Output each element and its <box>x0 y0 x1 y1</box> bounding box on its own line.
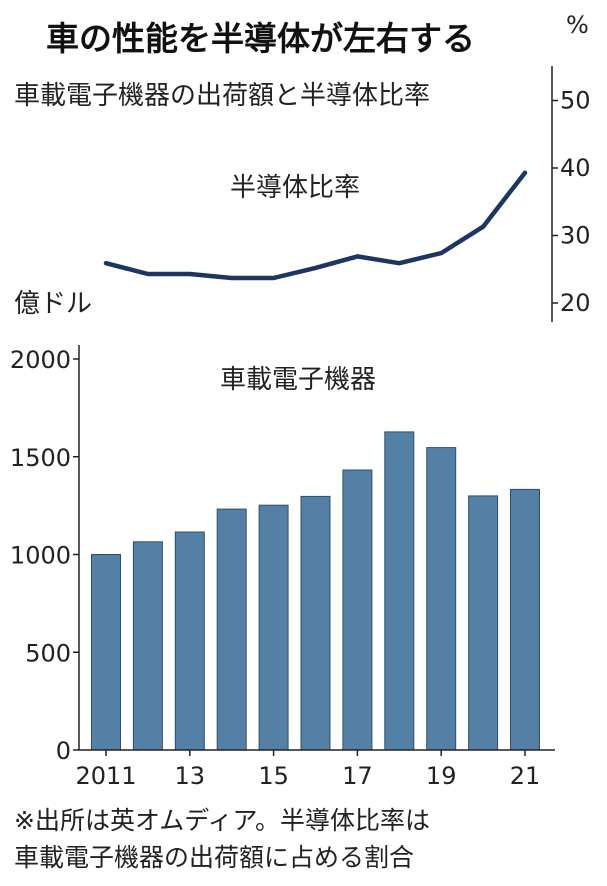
bar-x-ticks: 2011 13 15 17 19 21 <box>75 750 540 790</box>
bar-2011 <box>91 554 121 751</box>
bar-y-tick-label: 0 <box>56 737 71 765</box>
bar-x-tick-label: 2011 <box>75 762 136 790</box>
bar-17 <box>342 469 373 751</box>
bar-y-tick-label: 1500 <box>10 444 71 472</box>
bar-y-ticks: 0 500 1000 1500 2000 <box>10 346 79 765</box>
line-y-tick-label: 50 <box>560 87 591 115</box>
bar-20 <box>468 495 499 751</box>
line-series-semiconductor-ratio <box>103 170 528 281</box>
bar-y-tick-label: 2000 <box>10 346 71 374</box>
chart-title: 車の性能を半導体が左右する <box>46 19 475 58</box>
line-y-tick-label: 20 <box>560 289 591 317</box>
line-series-label: 半導体比率 <box>230 173 360 203</box>
source-note-line1: ※出所は英オムディア。半導体比率は <box>14 806 430 835</box>
chart-subtitle: 車載電子機器の出荷額と半導体比率 <box>14 81 430 111</box>
bar-series-label: 車載電子機器 <box>220 365 376 395</box>
line-y-unit: % <box>566 11 589 39</box>
bar-14 <box>216 508 247 751</box>
bar-y-tick-label: 1000 <box>10 542 71 570</box>
line-y-tick-label: 40 <box>560 154 591 182</box>
line-y-ticks: 20 30 40 50 <box>552 87 591 317</box>
bar-16 <box>300 495 331 751</box>
line-y-tick-label: 30 <box>560 222 591 250</box>
bar-18 <box>384 431 415 751</box>
bar-y-tick-label: 500 <box>25 639 71 667</box>
bar-chart: 億ドル 車載電子機器 0 500 1000 1500 2000 2011 13 15 17 19… <box>10 289 555 790</box>
bars <box>91 431 540 751</box>
bar-x-tick-label: 21 <box>510 762 541 790</box>
bar-y-unit: 億ドル <box>14 289 92 319</box>
bar-19 <box>426 447 457 751</box>
bar-15 <box>258 504 289 751</box>
bar-13 <box>174 531 205 751</box>
bar-x-tick-label: 13 <box>175 762 206 790</box>
bar-12 <box>132 541 163 751</box>
bar-21 <box>510 488 540 751</box>
bar-x-tick-label: 19 <box>426 762 457 790</box>
bar-x-tick-label: 15 <box>258 762 289 790</box>
source-note-line2: 車載電子機器の出荷額に占める割合 <box>14 843 414 872</box>
line-chart: % 20 30 40 50 半導体比率 <box>103 11 591 322</box>
bar-x-tick-label: 17 <box>342 762 373 790</box>
